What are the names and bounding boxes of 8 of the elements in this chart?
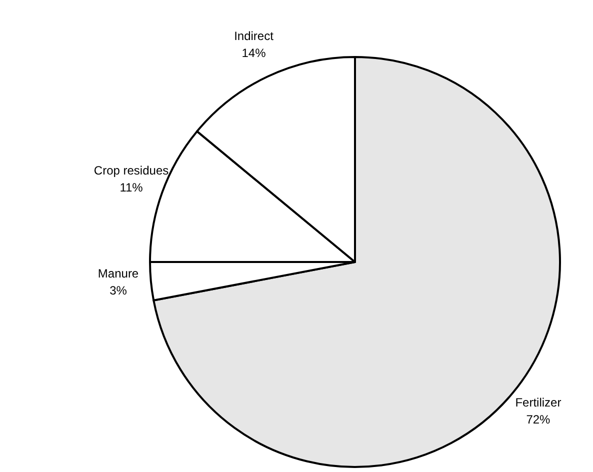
slice-label: Indirect — [234, 28, 274, 43]
data-label: 72% — [526, 412, 551, 427]
slice-label: Fertilizer — [515, 396, 562, 410]
data-label: 14% — [242, 46, 266, 60]
data-label: 3% — [110, 283, 128, 298]
slice-label: Crop residues — [94, 163, 169, 178]
data-label: 11% — [120, 180, 144, 194]
slice-label: Manure — [98, 266, 139, 280]
